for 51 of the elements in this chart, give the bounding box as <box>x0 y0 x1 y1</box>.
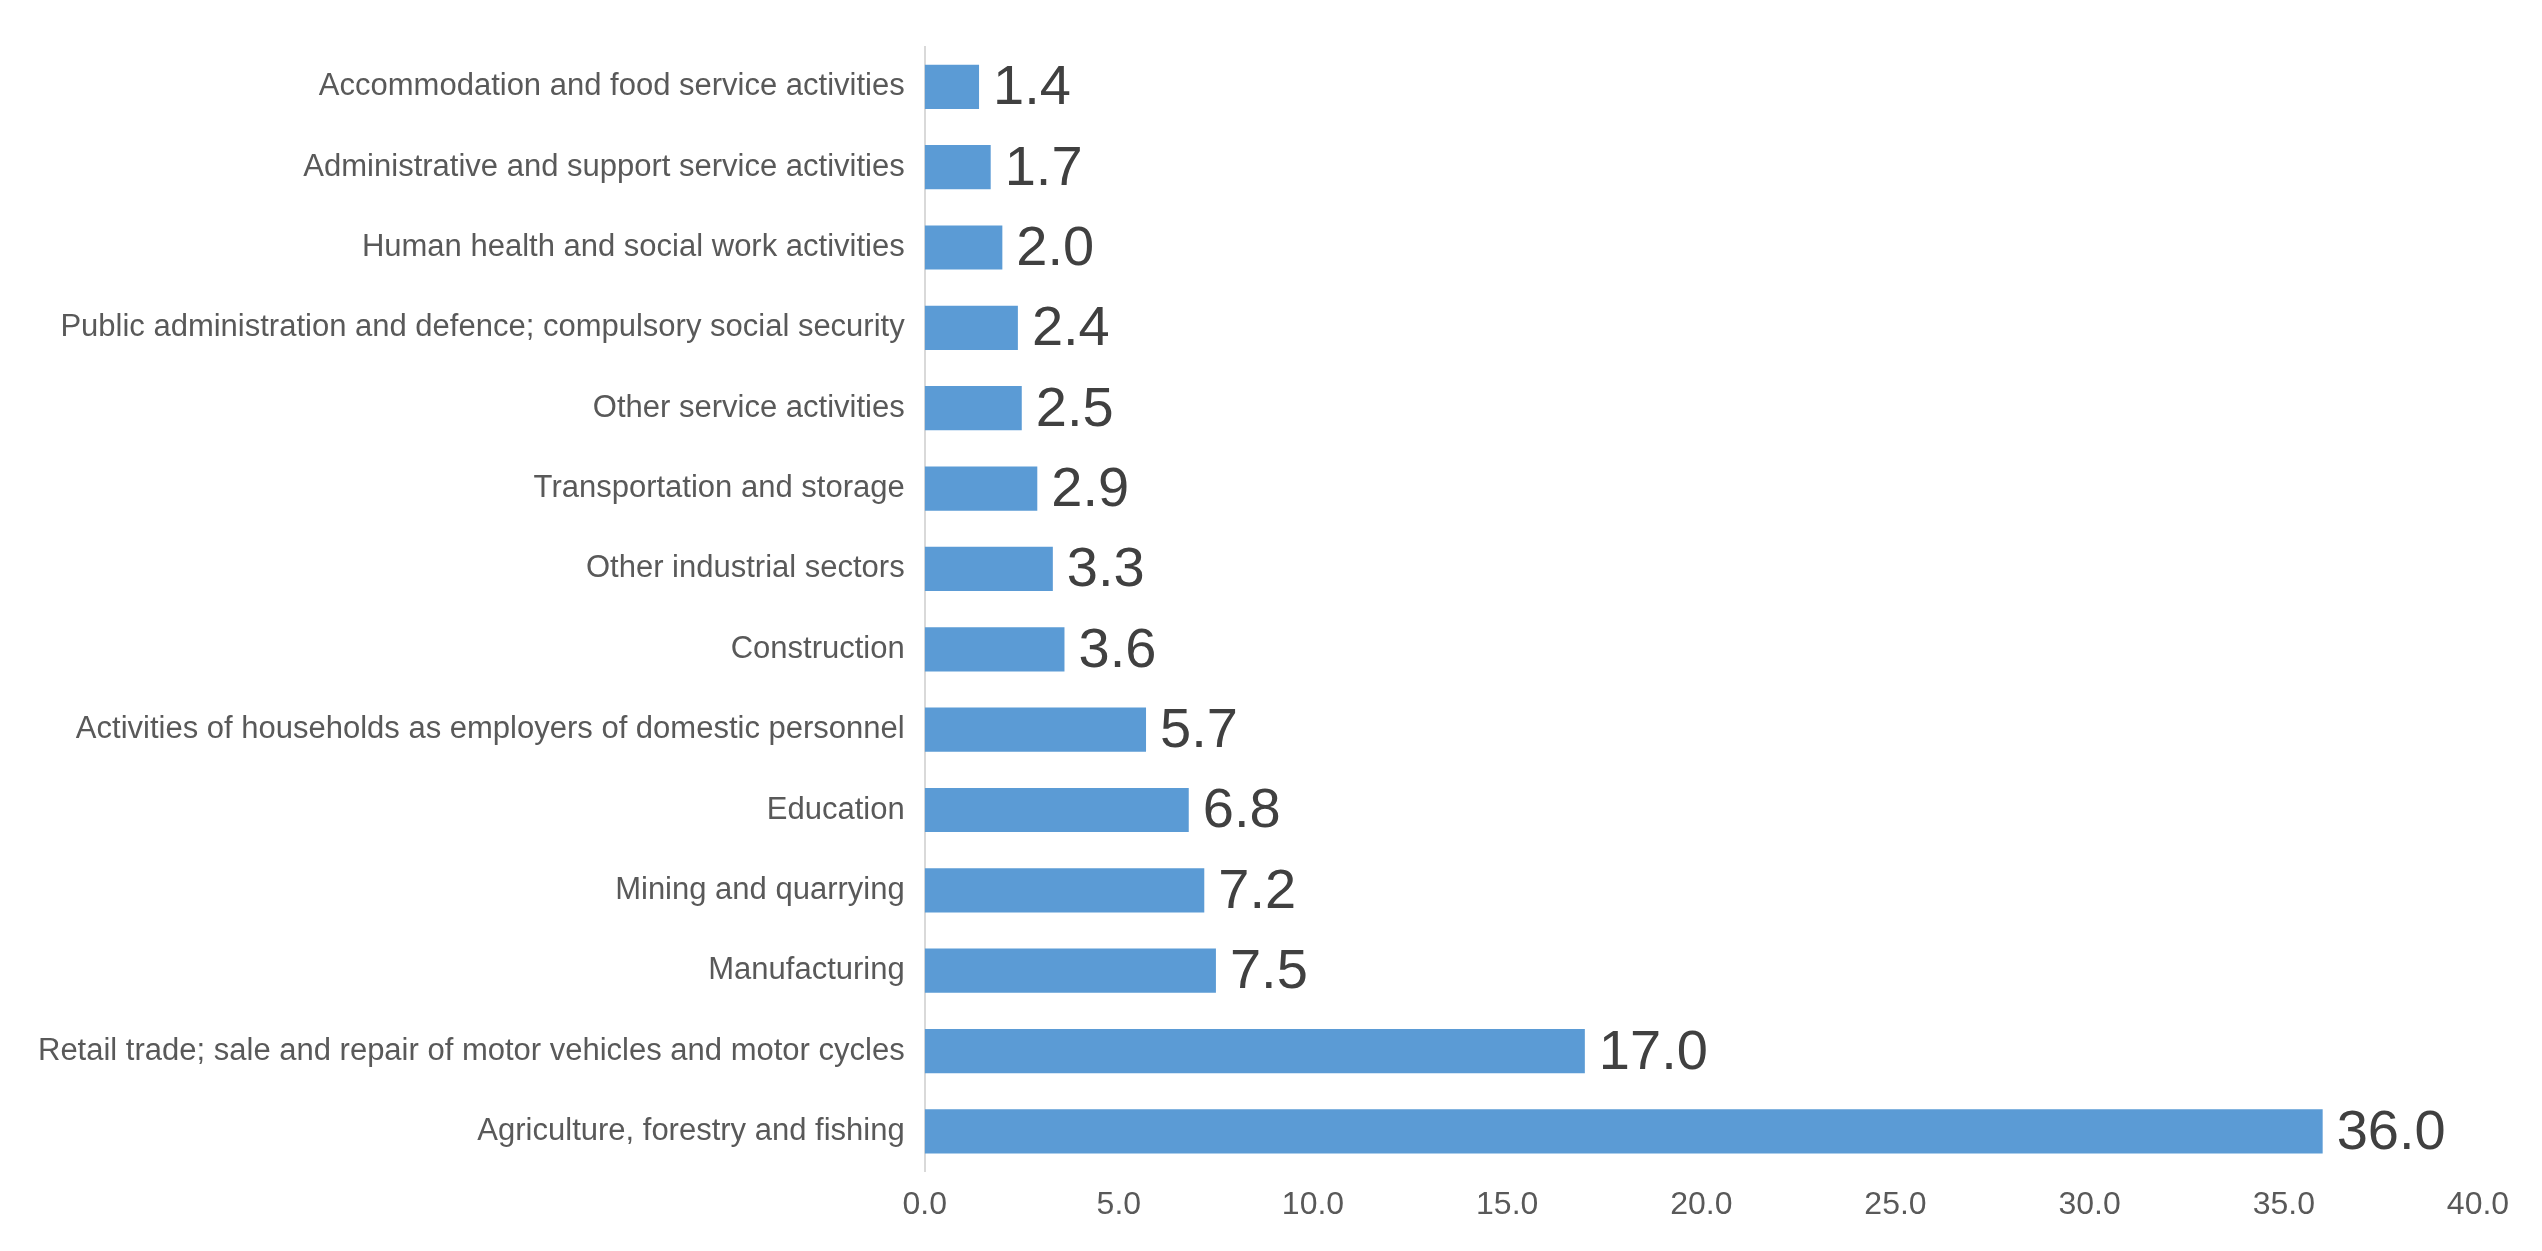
x-tick-label: 20.0 <box>1670 1184 1733 1221</box>
data-label: 1.7 <box>1004 133 1083 197</box>
data-label: 3.3 <box>1066 535 1145 599</box>
y-tick-label: Retail trade; sale and repair of motor vehicles and motor cycles <box>38 1031 905 1067</box>
x-tick-label: 0.0 <box>902 1184 947 1221</box>
data-label: 2.9 <box>1051 455 1130 518</box>
y-tick-label: Education <box>766 790 905 826</box>
x-tick-label: 5.0 <box>1096 1184 1142 1221</box>
bar <box>924 145 991 190</box>
data-label: 3.6 <box>1078 615 1157 679</box>
y-tick-label: Manufacturing <box>708 951 905 987</box>
data-label: 2.4 <box>1031 294 1110 358</box>
bar <box>924 64 980 109</box>
x-tick-label: 30.0 <box>2058 1184 2121 1221</box>
y-tick-label: Administrative and support service activities <box>303 147 905 183</box>
bar <box>924 305 1018 350</box>
y-tick-label: Human health and social work activities <box>361 228 905 264</box>
y-tick-label: Agriculture, forestry and fishing <box>477 1111 905 1147</box>
bar <box>924 627 1065 672</box>
x-tick-label: 15.0 <box>1476 1184 1539 1221</box>
x-tick-label: 25.0 <box>1864 1184 1927 1221</box>
x-tick-label: 10.0 <box>1281 1184 1345 1221</box>
bar <box>924 787 1189 833</box>
data-label: 1.4 <box>993 53 1071 117</box>
data-label: 36.0 <box>2336 1097 2446 1161</box>
y-tick-label: Other service activities <box>592 388 905 424</box>
y-tick-label: Public administration and defence; compulsory social security <box>60 308 906 344</box>
data-label: 7.2 <box>1218 856 1297 920</box>
bar <box>924 948 1216 993</box>
y-tick-label: Accommodation and food service activities <box>318 67 905 103</box>
bar <box>924 466 1038 511</box>
bar <box>924 1109 2323 1154</box>
y-tick-label: Activities of households as employers of domestic personnel <box>75 710 905 746</box>
bar <box>924 868 1205 913</box>
data-label: 5.7 <box>1160 696 1238 760</box>
y-tick-label: Mining and quarrying <box>615 870 905 906</box>
y-tick-label: Other industrial sectors <box>585 549 905 585</box>
data-label: 2.0 <box>1016 213 1095 277</box>
data-label: 2.5 <box>1035 374 1114 438</box>
bar <box>924 546 1053 592</box>
y-tick-label: Transportation and storage <box>533 469 905 505</box>
bar <box>924 707 1147 752</box>
bar <box>924 1028 1585 1074</box>
bar <box>924 225 1003 270</box>
bar <box>924 386 1022 431</box>
data-label: 7.5 <box>1229 937 1308 1001</box>
x-tick-label: 35.0 <box>2252 1184 2315 1221</box>
y-tick-label: Construction <box>730 629 905 665</box>
data-label: 6.8 <box>1202 776 1281 840</box>
data-label: 17.0 <box>1598 1017 1708 1081</box>
x-tick-label: 40.0 <box>2446 1184 2510 1221</box>
